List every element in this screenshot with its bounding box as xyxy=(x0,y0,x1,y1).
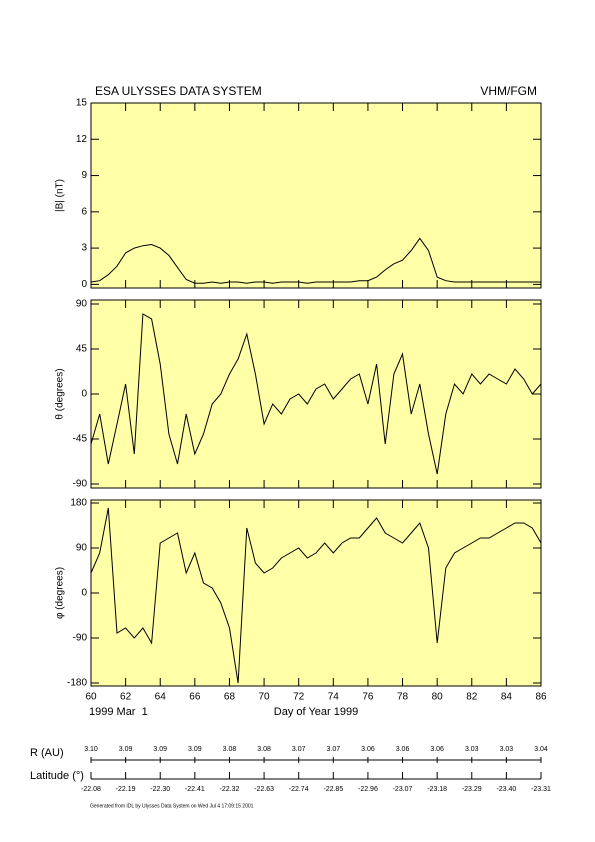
r-value: 3.07 xyxy=(292,746,306,753)
r-label: R (AU) xyxy=(30,747,64,759)
x-tick-label: 78 xyxy=(397,692,409,703)
x-tick-label: 68 xyxy=(224,692,236,703)
y-tick-label: 0 xyxy=(81,389,87,400)
lat-value: -22.32 xyxy=(220,786,240,793)
plot-area xyxy=(90,102,542,289)
x-tick-label: 84 xyxy=(501,692,513,703)
lat-value: -23.18 xyxy=(427,786,447,793)
y-tick-label: 45 xyxy=(76,344,88,355)
r-value: 3.09 xyxy=(188,746,202,753)
plot-area xyxy=(90,299,542,489)
x-tick-label: 70 xyxy=(259,692,271,703)
r-value: 3.08 xyxy=(223,746,237,753)
y-tick-label: 90 xyxy=(76,299,88,310)
lat-value: -22.41 xyxy=(185,786,205,793)
lat-value: -23.29 xyxy=(462,786,482,793)
r-value: 3.07 xyxy=(326,746,340,753)
y-axis-label: φ (degrees) xyxy=(55,567,66,619)
r-value: 3.06 xyxy=(430,746,444,753)
data-line xyxy=(90,313,542,475)
y-tick-label: 90 xyxy=(76,543,88,554)
r-value: 3.09 xyxy=(119,746,133,753)
x-tick-label: 62 xyxy=(120,692,132,703)
title: ESA ULYSSES DATA SYSTEM xyxy=(95,84,262,98)
y-tick-label: -90 xyxy=(73,633,88,644)
y-tick-label: 12 xyxy=(76,134,88,145)
y-tick-label: 9 xyxy=(81,170,87,181)
y-axis-label: |B| (nT) xyxy=(55,179,66,212)
r-value: 3.09 xyxy=(153,746,167,753)
x-axis-label: Day of Year 1999 xyxy=(274,706,358,718)
lat-value: -22.08 xyxy=(81,786,101,793)
r-value: 3.03 xyxy=(465,746,479,753)
x-tick-label: 82 xyxy=(466,692,478,703)
instrument: VHM/FGM xyxy=(480,84,537,98)
x-tick-label: 64 xyxy=(155,692,167,703)
lat-value: -23.07 xyxy=(393,786,413,793)
x-tick-label: 72 xyxy=(293,692,305,703)
x-tick-label: 66 xyxy=(189,692,201,703)
lat-value: -22.74 xyxy=(289,786,309,793)
y-tick-label: 3 xyxy=(81,243,87,254)
y-tick-label: 0 xyxy=(81,279,87,290)
x-tick-label: 86 xyxy=(535,692,547,703)
lat-value: -22.96 xyxy=(358,786,378,793)
x-tick-label: 80 xyxy=(432,692,444,703)
start-date: 1999 Mar 1 xyxy=(89,706,148,718)
plot-area xyxy=(90,499,542,687)
data-line xyxy=(90,237,541,284)
y-tick-label: -180 xyxy=(67,678,87,689)
y-tick-label: 15 xyxy=(76,98,88,109)
x-tick-label: 76 xyxy=(362,692,374,703)
y-tick-label: -45 xyxy=(73,434,88,445)
x-tick-label: 60 xyxy=(85,692,97,703)
lat-value: -23.31 xyxy=(531,786,551,793)
r-value: 3.10 xyxy=(84,746,98,753)
y-axis-label: θ (degrees) xyxy=(55,368,66,419)
r-value: 3.06 xyxy=(361,746,375,753)
lat-value: -22.30 xyxy=(150,786,170,793)
y-tick-label: 180 xyxy=(70,498,87,509)
lat-value: -22.19 xyxy=(116,786,136,793)
data-line xyxy=(90,507,542,684)
y-tick-label: 6 xyxy=(81,206,87,217)
lat-label: Latitude (°) xyxy=(30,770,84,782)
lat-value: -22.63 xyxy=(254,786,274,793)
lat-value: -22.85 xyxy=(323,786,343,793)
lat-value: -23.40 xyxy=(496,786,516,793)
x-tick-label: 74 xyxy=(328,692,340,703)
r-value: 3.03 xyxy=(500,746,514,753)
r-value: 3.04 xyxy=(534,746,548,753)
r-value: 3.08 xyxy=(257,746,271,753)
r-value: 3.06 xyxy=(396,746,410,753)
y-tick-label: -90 xyxy=(73,479,88,490)
y-tick-label: 0 xyxy=(81,588,87,599)
footer: Generated from IDL by Ulysses Data Syste… xyxy=(90,803,254,809)
